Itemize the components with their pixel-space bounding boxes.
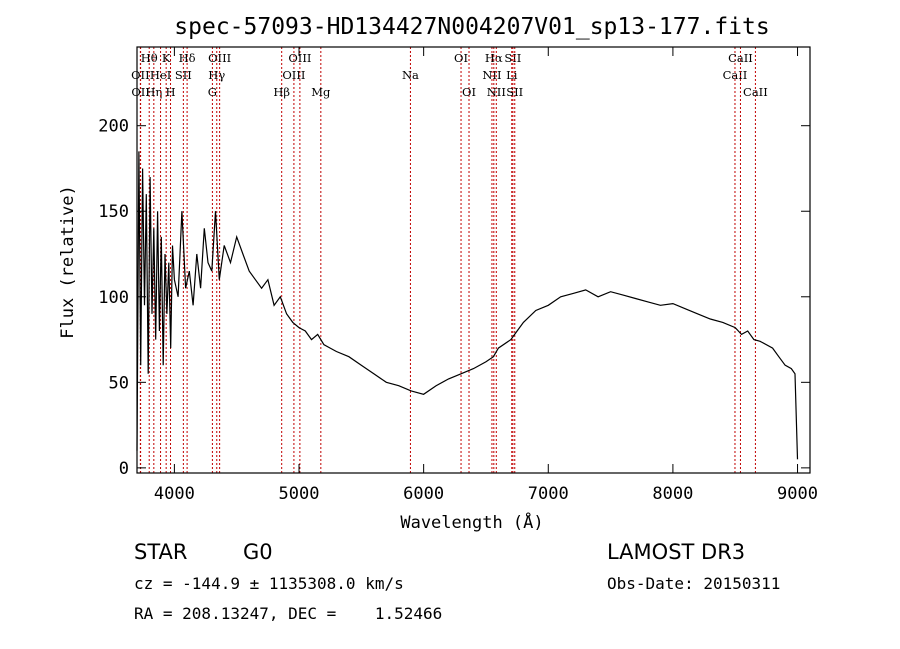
line-marker-label: Hθ	[141, 51, 158, 65]
x-axis: 4000 5000 6000 7000 8000 9000	[154, 47, 818, 504]
line-marker-label: SII	[504, 51, 521, 65]
x-tick-label: 5000	[279, 484, 320, 504]
line-marker-label: NII	[487, 85, 506, 99]
line-marker-label: CaII	[723, 68, 748, 82]
series-layer	[136, 151, 799, 460]
line-marker-label: OIII	[282, 68, 305, 82]
object-class: STAR	[134, 540, 188, 564]
line-marker-label: NII	[482, 68, 501, 82]
y-tick-label: 200	[98, 117, 129, 137]
line-marker-label: HeI	[150, 68, 171, 82]
line-marker-label: CaII	[743, 85, 768, 99]
line-marker-label: Li	[506, 68, 518, 82]
y-tick-label: 100	[98, 288, 129, 308]
line-marker-label: OI	[454, 51, 468, 65]
line-marker-label: OI	[462, 85, 476, 99]
line-marker-label: Hη	[145, 85, 162, 99]
y-tick-label: 0	[119, 459, 129, 479]
plot-frame	[136, 46, 811, 474]
line-marker-label: Hγ	[208, 68, 225, 82]
line-marker-label: OIII	[288, 51, 311, 65]
line-marker-label: K	[162, 51, 171, 65]
x-tick-label: 6000	[403, 484, 444, 504]
line-marker-label: Na	[402, 68, 419, 82]
line-marker-label: OIII	[208, 51, 231, 65]
line-marker-label: OII	[131, 85, 150, 99]
line-marker-label: G	[208, 85, 217, 99]
y-tick-label: 150	[98, 202, 129, 222]
line-marker-label: Hα	[485, 51, 503, 65]
x-tick-label: 8000	[652, 484, 693, 504]
line-marker-layer: OIIOIIHθHηHeIKHSIIHδGHγOIIIHβOIIIOIIIMgN…	[131, 47, 768, 473]
line-marker-label: H	[166, 85, 176, 99]
object-subclass: G0	[243, 540, 273, 564]
y-tick-label: 50	[109, 373, 129, 393]
y-axis: 0 50 100 150 200	[98, 117, 810, 479]
line-marker-label: SII	[175, 68, 192, 82]
y-axis-label: Flux (relative)	[58, 185, 78, 339]
x-tick-label: 7000	[528, 484, 569, 504]
x-tick-label: 9000	[777, 484, 818, 504]
x-axis-label: Wavelength (Å)	[400, 511, 543, 533]
obs-date: Obs-Date: 20150311	[607, 574, 781, 593]
redshift-text: cz = -144.9 ± 1135308.0 km/s	[134, 574, 404, 593]
chart-title: spec-57093-HD134427N004207V01_sp13-177.f…	[174, 14, 769, 40]
line-marker-label: CaII	[728, 51, 753, 65]
ra-dec-text: RA = 208.13247, DEC = 1.52466	[134, 604, 443, 623]
survey-name: LAMOST DR3	[607, 540, 746, 564]
x-tick-label: 4000	[154, 484, 195, 504]
line-marker-label: Hδ	[179, 51, 196, 65]
line-marker-label: Hβ	[273, 85, 290, 99]
spectrum-line	[136, 151, 799, 460]
line-marker-label: SII	[506, 85, 523, 99]
line-marker-label: Mg	[311, 85, 331, 99]
